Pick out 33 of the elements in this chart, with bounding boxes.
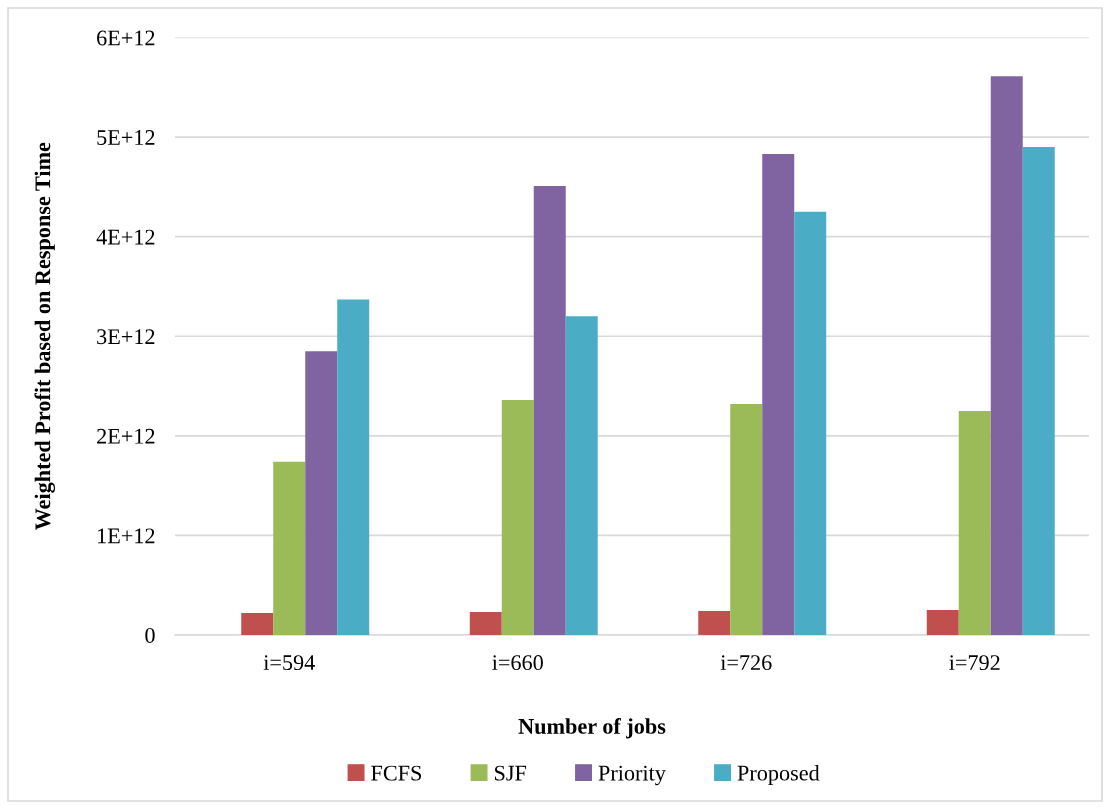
y-tick-label: 5E+12: [97, 130, 155, 146]
bar: [1022, 147, 1055, 635]
y-tick-label: 1E+12: [98, 528, 155, 544]
bar: [241, 613, 274, 635]
bar: [958, 410, 991, 635]
y-tick-label: 2E+12: [97, 428, 155, 444]
bar: [533, 185, 566, 635]
x-tick-label: i=792: [949, 655, 1000, 671]
bar: [794, 211, 827, 635]
bar: [305, 351, 338, 635]
bar: [469, 612, 502, 635]
y-tick-label: 4E+12: [96, 229, 155, 245]
bar: [762, 154, 795, 635]
bar: [926, 610, 959, 635]
y-tick-label: 3E+12: [97, 329, 155, 345]
legend-label: Proposed: [737, 764, 820, 786]
bar: [273, 461, 306, 635]
x-tick-label: i=726: [720, 655, 772, 671]
x-tick-label: i=660: [492, 655, 543, 671]
bar: [730, 403, 763, 635]
legend-label: FCFS: [371, 765, 422, 781]
y-axis-title: Weighted Profit based on Response Time: [34, 142, 55, 531]
legend-label: Priority: [598, 765, 666, 786]
x-axis-title: Number of jobs: [518, 718, 666, 739]
y-tick-label: 6E+12: [97, 30, 155, 46]
bar: [565, 316, 598, 635]
bar: [337, 299, 370, 635]
bar: [990, 76, 1023, 635]
bar: [698, 611, 731, 635]
x-tick-label: i=594: [263, 655, 315, 671]
bar: [501, 399, 534, 635]
legend-label: SJF: [495, 765, 527, 781]
y-tick-label: 0: [145, 627, 155, 643]
